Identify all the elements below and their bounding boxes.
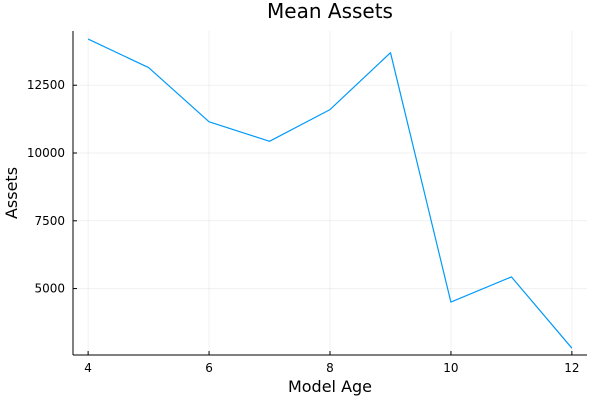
y-axis-label: Assets bbox=[2, 167, 21, 219]
grid bbox=[73, 31, 587, 355]
x-tick-label: 10 bbox=[443, 361, 458, 375]
y-tick-label: 7500 bbox=[34, 214, 65, 228]
y-ticks: 5000 7500 10000 12500 bbox=[27, 78, 77, 296]
y-tick-label: 5000 bbox=[34, 282, 65, 296]
x-tick-label: 4 bbox=[84, 361, 92, 375]
series-layer bbox=[87, 38, 573, 349]
chart-title: Mean Assets bbox=[267, 0, 393, 23]
x-tick-label: 6 bbox=[205, 361, 213, 375]
y-tick-label: 10000 bbox=[27, 146, 65, 160]
series-line bbox=[87, 38, 573, 349]
x-tick-label: 8 bbox=[326, 361, 334, 375]
x-ticks: 4 6 8 10 12 bbox=[84, 351, 580, 375]
y-tick-label: 12500 bbox=[27, 78, 65, 92]
x-axis-label: Model Age bbox=[288, 377, 372, 396]
x-tick-label: 12 bbox=[564, 361, 579, 375]
